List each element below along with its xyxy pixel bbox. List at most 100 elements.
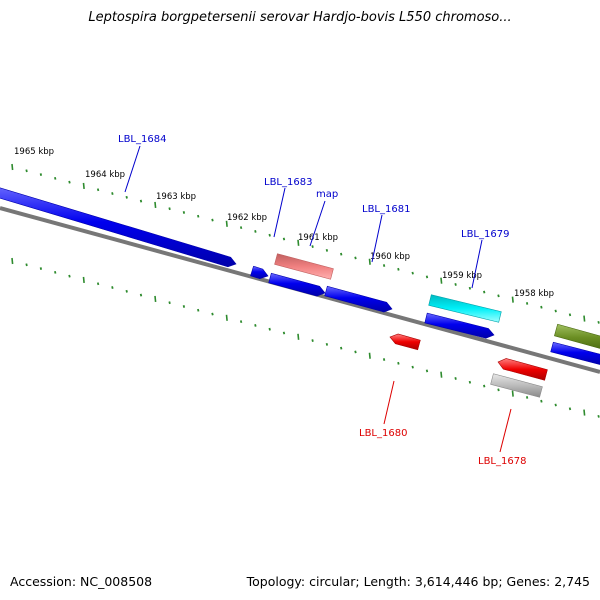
lower-ruler-tick	[11, 257, 14, 265]
upper-ruler-tick	[268, 233, 271, 237]
upper-ruler-tick	[397, 267, 400, 271]
gene-lbl-1677[interactable]	[554, 323, 600, 351]
lower-ruler-tick	[382, 358, 386, 361]
lower-ruler-tick	[297, 333, 300, 340]
upper-ruler-tick	[340, 252, 343, 256]
gene-lbl-1678-b[interactable]	[490, 373, 543, 398]
upper-ruler-tick	[440, 277, 443, 284]
lower-ruler-tick	[254, 324, 257, 327]
leader-lbl-1679	[471, 239, 483, 289]
upper-ruler-tick	[96, 188, 100, 192]
scale-label-1965: 1965 kbp	[14, 147, 54, 157]
upper-ruler-tick	[454, 283, 457, 286]
gene-lbl-1683[interactable]	[268, 272, 326, 297]
scale-label-1959: 1959 kbp	[442, 271, 482, 281]
upper-ruler-tick	[125, 195, 128, 199]
upper-ruler-tick	[540, 305, 543, 309]
lower-ruler-tick	[554, 403, 557, 407]
lower-ruler-tick	[39, 267, 43, 270]
gene-label-lbl-1679[interactable]: LBL_1679	[461, 229, 509, 240]
upper-ruler-tick	[54, 176, 57, 180]
lower-ruler-tick	[311, 339, 314, 342]
scale-label-1963: 1963 kbp	[156, 192, 196, 202]
topology-text: Topology: circular; Length: 3,614,446 bp…	[246, 574, 590, 589]
upper-ruler-tick	[425, 275, 429, 279]
lower-ruler-tick	[82, 276, 85, 284]
upper-ruler-tick	[511, 296, 514, 303]
gene-label-lbl-1680[interactable]: LBL_1680	[359, 428, 407, 439]
upper-ruler-tick	[25, 169, 28, 173]
leader-map	[309, 200, 326, 247]
lower-ruler-tick	[282, 331, 286, 335]
lower-ruler-tick	[354, 350, 357, 354]
map-title: Leptospira borgpetersenii serovar Hardjo…	[88, 10, 512, 25]
lower-ruler-tick	[96, 282, 100, 286]
upper-ruler-tick	[411, 271, 414, 275]
lower-ruler-tick	[540, 399, 543, 403]
lower-ruler-tick	[597, 414, 600, 418]
upper-ruler-tick	[368, 258, 371, 265]
gene-lbl-1683-a[interactable]	[250, 265, 269, 280]
lower-ruler-tick	[497, 388, 500, 392]
upper-ruler-tick	[254, 230, 257, 233]
gene-label-lbl-1684[interactable]: LBL_1684	[118, 134, 166, 145]
upper-ruler-tick	[354, 256, 357, 260]
gene-lbl-1681[interactable]	[324, 285, 393, 313]
lower-ruler-tick	[325, 342, 329, 346]
upper-ruler-tick	[239, 226, 243, 230]
upper-ruler-tick	[82, 182, 85, 190]
upper-ruler-tick	[154, 201, 157, 208]
lower-ruler-tick	[468, 380, 472, 384]
gene-lbl-1680[interactable]	[389, 333, 421, 351]
upper-ruler-tick	[468, 286, 472, 290]
lower-ruler-tick	[425, 369, 429, 373]
upper-ruler-tick	[568, 313, 572, 317]
upper-ruler-tick	[297, 239, 300, 246]
lower-ruler-tick	[168, 301, 171, 305]
upper-ruler-tick	[525, 302, 529, 305]
gene-label-lbl-1683[interactable]: LBL_1683	[264, 177, 312, 188]
lower-ruler-tick	[340, 346, 343, 350]
gene-label-lbl-1681[interactable]: LBL_1681	[362, 204, 410, 215]
leader-lbl-1683	[273, 187, 286, 238]
gene-lbl-1678[interactable]	[497, 358, 548, 381]
upper-ruler-tick	[325, 248, 329, 252]
upper-ruler-tick	[554, 309, 557, 313]
gene-label-lbl-1678[interactable]: LBL_1678	[478, 456, 526, 467]
lower-ruler-tick	[154, 295, 157, 302]
leader-lbl-1680	[383, 380, 395, 425]
lower-ruler-tick	[483, 384, 486, 388]
lower-ruler-tick	[583, 409, 586, 416]
lower-ruler-tick	[182, 305, 186, 308]
upper-ruler-tick	[168, 207, 171, 211]
gene-lbl-1684[interactable]	[0, 185, 237, 268]
upper-ruler-tick	[11, 163, 14, 171]
gene-map[interactable]	[274, 253, 334, 280]
lower-ruler-tick	[25, 263, 28, 267]
lower-ruler-tick	[139, 293, 143, 297]
gene-lbl-1679-b[interactable]	[424, 312, 495, 339]
lower-ruler-tick	[440, 371, 443, 378]
scale-label-1958: 1958 kbp	[514, 289, 554, 299]
lower-ruler-tick	[125, 289, 128, 293]
gene-label-map[interactable]: map	[316, 189, 338, 200]
upper-ruler-tick	[39, 173, 43, 176]
upper-ruler-tick	[182, 211, 186, 214]
lower-ruler-tick	[54, 270, 57, 274]
upper-ruler-tick	[139, 199, 143, 203]
lower-ruler-tick	[411, 365, 414, 369]
lower-ruler-tick	[211, 312, 214, 316]
lower-ruler-tick	[454, 377, 457, 380]
lower-ruler-tick	[268, 327, 271, 331]
gene-lbl-1677-b[interactable]	[550, 341, 600, 365]
upper-ruler-tick	[68, 180, 71, 184]
upper-ruler-tick	[382, 264, 386, 267]
upper-ruler-tick	[583, 315, 586, 322]
upper-ruler-tick	[282, 237, 286, 241]
lower-ruler-tick	[197, 308, 200, 312]
scale-label-1961: 1961 kbp	[298, 233, 338, 243]
upper-ruler-tick	[211, 218, 214, 222]
lower-ruler-tick	[511, 390, 514, 397]
gene-lbl-1679[interactable]	[428, 294, 502, 323]
